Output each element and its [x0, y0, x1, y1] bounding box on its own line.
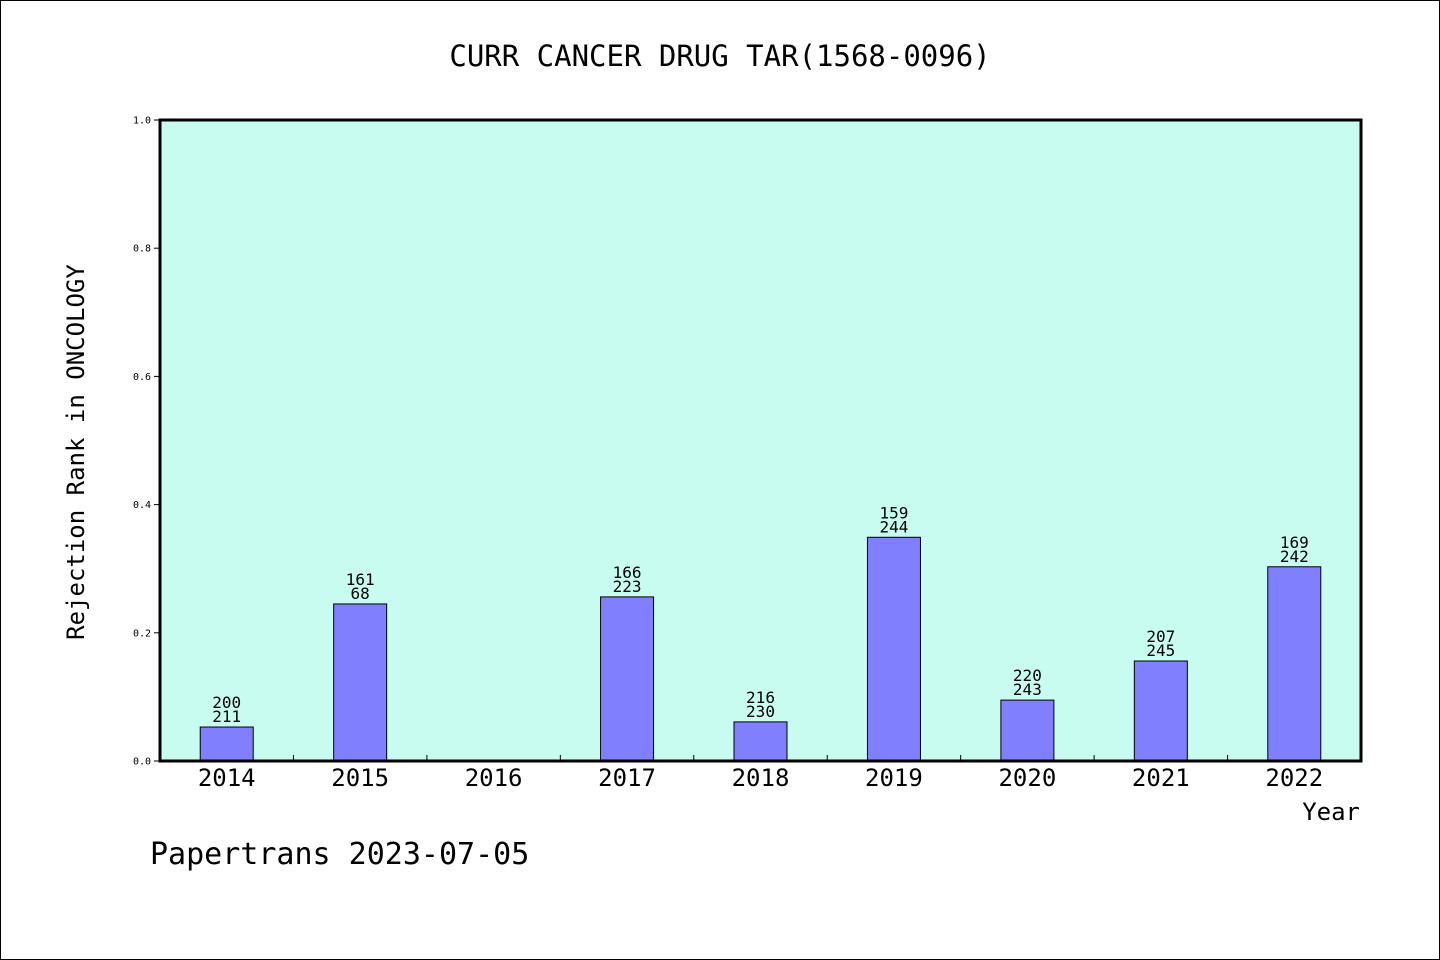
x-tick-label: 2015	[331, 764, 389, 792]
bar-label-bottom: 68	[351, 584, 370, 603]
x-tick-label: 2021	[1132, 764, 1190, 792]
y-tick-label: 0.2	[133, 628, 151, 639]
y-tick-label: 1.0	[133, 116, 151, 127]
x-tick-label: 2019	[865, 764, 923, 792]
watermark-text: Papertrans 2023-07-05	[150, 837, 529, 872]
bar-label-top: 161	[346, 570, 375, 589]
bar-label-top: 207	[1146, 627, 1175, 646]
bar	[733, 721, 788, 762]
bar-label-top: 200	[212, 693, 241, 712]
x-tick-label: 2014	[198, 764, 256, 792]
y-axis-label: Rejection Rank in ONCOLOGY	[62, 264, 90, 640]
chart-title: CURR CANCER DRUG TAR(1568-0096)	[449, 39, 990, 73]
bar	[1000, 699, 1055, 762]
bar	[1267, 566, 1322, 762]
bar	[333, 603, 388, 762]
bar	[199, 726, 254, 762]
bar-label-top: 220	[1013, 666, 1042, 685]
bar-label-bottom: 242	[1280, 547, 1309, 566]
bar-label-top: 166	[613, 563, 642, 582]
bar	[1133, 660, 1188, 762]
bar	[866, 536, 921, 762]
x-tick-label: 2022	[1265, 764, 1323, 792]
bar-label-top: 216	[746, 688, 775, 707]
bar-label-bottom: 211	[212, 707, 241, 726]
bar-label-bottom: 243	[1013, 680, 1042, 699]
x-tick-label: 2018	[732, 764, 790, 792]
x-tick-label: 2016	[465, 764, 523, 792]
bar-label-top: 159	[879, 503, 908, 522]
bar-label-bottom: 230	[746, 702, 775, 721]
y-tick-label: 0.8	[133, 244, 151, 255]
bar-label-bottom: 245	[1146, 641, 1175, 660]
x-tick-label: 2020	[998, 764, 1056, 792]
y-axis-ticks: 0.0 0.2 0.4 0.6 0.8 1.0	[133, 116, 160, 768]
bar-label-bottom: 223	[613, 577, 642, 596]
bar-label-bottom: 244	[879, 517, 908, 536]
bar-label-top: 169	[1280, 533, 1309, 552]
y-tick-label: 0.0	[133, 757, 151, 768]
bar	[600, 596, 655, 762]
x-axis-label: Year	[1302, 798, 1360, 826]
y-tick-label: 0.6	[133, 372, 151, 383]
plot-border	[158, 118, 1363, 763]
bars-group: 2002111616816622321623015924422024320724…	[199, 503, 1322, 762]
x-tick-label: 2017	[598, 764, 656, 792]
x-axis-ticks: 2014 2015 2016 2017 2018 2019 2020 2021 2022	[198, 755, 1323, 792]
y-tick-label: 0.4	[133, 500, 151, 511]
